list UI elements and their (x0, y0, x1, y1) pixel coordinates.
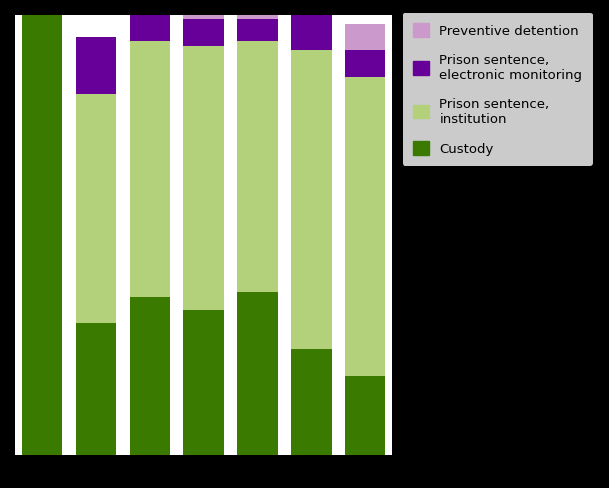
Bar (130, 297, 170, 455)
Bar (76, 38, 116, 95)
Bar (76, 95, 116, 324)
Bar (238, 20, 278, 42)
Bar (183, 16, 224, 20)
Bar (238, 42, 278, 293)
Bar (345, 78, 385, 376)
Bar (291, 3, 331, 51)
Bar (183, 20, 224, 47)
Bar (345, 51, 385, 78)
Bar (238, 12, 278, 20)
Bar (291, 350, 331, 455)
Bar (345, 376, 385, 455)
Bar (291, 51, 331, 350)
Bar (238, 293, 278, 455)
Bar (130, 5, 170, 42)
Bar (345, 25, 385, 51)
Bar (183, 310, 224, 455)
Bar (22, 16, 62, 455)
Legend: Preventive detention, Prison sentence,
electronic monitoring, Prison sentence,
i: Preventive detention, Prison sentence, e… (403, 14, 593, 166)
Bar (130, 42, 170, 297)
Bar (76, 324, 116, 455)
Bar (291, 0, 331, 3)
Bar (183, 47, 224, 310)
